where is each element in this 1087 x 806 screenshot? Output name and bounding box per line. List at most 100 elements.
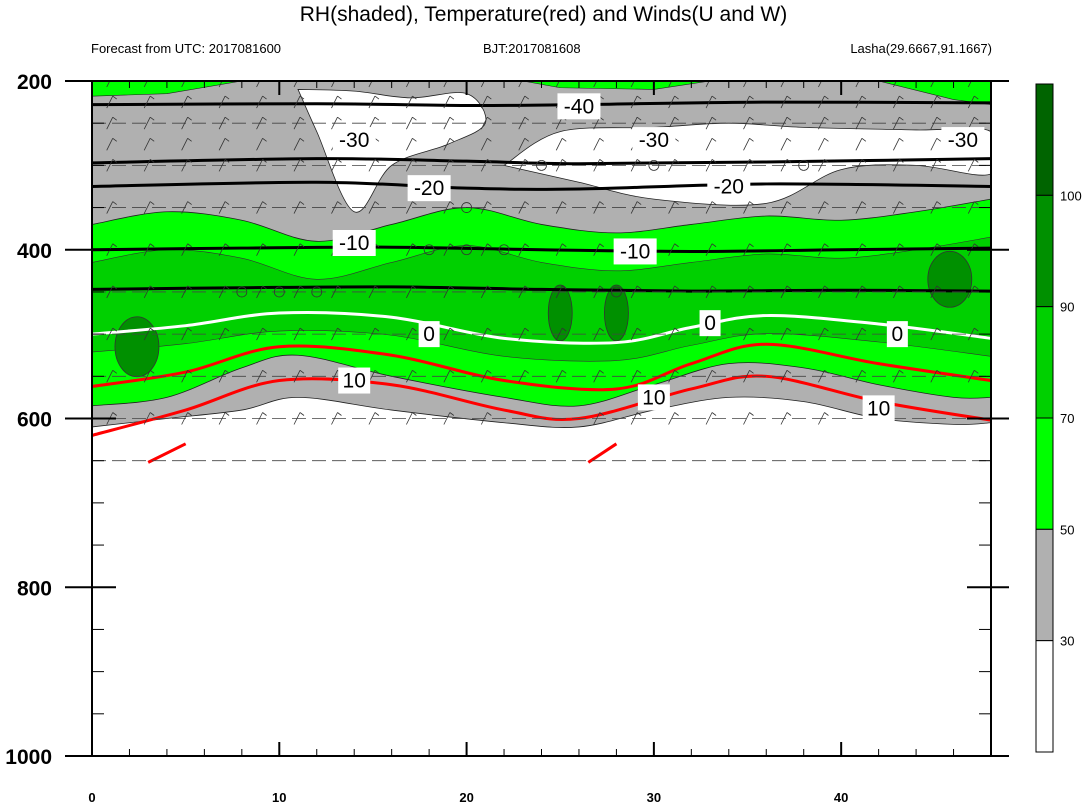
wind-barb: [443, 201, 451, 214]
wind-barb: [599, 243, 604, 248]
wind-barb: [449, 412, 455, 416]
calm-wind-circle: [423, 244, 435, 256]
wind-barb: [218, 412, 226, 425]
y-tick-label: 800: [17, 577, 52, 600]
wind-barb: [181, 159, 189, 172]
calm-wind-circle: [236, 286, 248, 298]
wind-barb: [293, 159, 301, 172]
temperature-contour--20: [92, 180, 991, 191]
wind-barb: [518, 117, 526, 130]
wind-barb: [406, 81, 410, 88]
y-tick-label: 200: [17, 71, 52, 94]
contour-label-text: -40: [564, 95, 594, 118]
wind-barb: [674, 159, 679, 163]
wind-barb: [106, 201, 114, 214]
wind-barb: [593, 285, 601, 299]
calm-wind-circle: [311, 286, 323, 298]
wind-barb: [593, 243, 601, 256]
wind-barb: [331, 201, 338, 214]
wind-barb: [824, 75, 828, 78]
wind-barb: [480, 327, 488, 341]
wind-barb: [480, 117, 488, 130]
wind-barb: [524, 137, 530, 142]
wind-barb: [861, 369, 867, 374]
wind-barb: [112, 327, 117, 332]
wind-barb: [636, 116, 642, 121]
wind-barb: [293, 370, 301, 383]
wind-barb: [705, 138, 713, 151]
wind-barb: [525, 75, 529, 78]
wind-barb: [480, 243, 488, 256]
wind-barb: [187, 369, 192, 374]
contour-label-text: -30: [639, 129, 669, 152]
wind-barb: [263, 75, 267, 78]
wind-barb: [749, 95, 754, 100]
wind-barb: [374, 412, 380, 416]
wind-barb: [561, 369, 567, 374]
wind-barb: [930, 95, 938, 109]
temperature-contour-10: [92, 374, 991, 437]
wind-barb: [930, 370, 938, 383]
wind-barb: [861, 243, 867, 248]
wind-barb: [855, 370, 863, 383]
wind-barb: [599, 201, 604, 205]
wind-barb: [150, 75, 154, 78]
contour-label-box: [637, 384, 670, 411]
wind-barb: [892, 117, 900, 130]
wind-barb: [412, 137, 417, 142]
wind-barb: [936, 137, 942, 142]
wind-barb: [668, 327, 675, 341]
wind-barb: [149, 201, 155, 205]
contour-label: -30: [332, 127, 376, 154]
wind-barb: [593, 138, 601, 151]
wind-barb: [406, 201, 413, 214]
wind-barb: [599, 369, 604, 374]
wind-barb: [412, 159, 417, 163]
wind-barb: [630, 117, 638, 130]
wind-barb: [636, 369, 642, 374]
wind-barb: [187, 116, 192, 121]
wind-barb: [181, 81, 186, 88]
wind-barb: [224, 243, 230, 248]
wind-barb: [930, 81, 935, 88]
wind-barb: [450, 75, 454, 78]
rh-dark-green-blob: [547, 284, 573, 342]
wind-barb: [824, 201, 829, 205]
wind-barb: [974, 95, 979, 100]
wind-barb: [599, 412, 604, 416]
wind-barb: [106, 327, 114, 341]
wind-barb: [299, 95, 305, 100]
wind-barb: [705, 159, 713, 172]
wind-barb: [711, 95, 717, 100]
wind-barb: [187, 243, 192, 248]
wind-barb: [892, 159, 900, 172]
contour-label-text: 0: [704, 312, 716, 335]
calm-wind-circle: [536, 159, 547, 171]
wind-barb: [406, 243, 413, 256]
contour-label: 10: [637, 384, 670, 411]
wind-barb: [256, 370, 263, 383]
contour-label-box: [707, 173, 751, 200]
wind-barb: [711, 243, 717, 248]
temperature-contour--10: [92, 245, 991, 253]
wind-barb: [149, 159, 155, 163]
wind-barb: [855, 117, 863, 130]
wind-barb: [636, 412, 642, 416]
contour-label: -30: [632, 127, 676, 154]
wind-barb: [743, 412, 750, 425]
wind-barb: [149, 116, 155, 121]
wind-barb: [743, 95, 750, 109]
x-tick-label: 30: [647, 790, 661, 805]
wind-barb: [449, 243, 455, 248]
wind-barb: [524, 369, 530, 374]
wind-barb: [106, 138, 114, 151]
wind-barb: [561, 285, 567, 290]
wind-barb: [711, 369, 717, 374]
wind-barb: [855, 159, 863, 172]
wind-barb: [555, 159, 563, 172]
wind-barb: [187, 285, 192, 290]
wind-barb: [143, 412, 151, 425]
wind-barb: [374, 285, 380, 290]
wind-barb: [561, 201, 567, 205]
